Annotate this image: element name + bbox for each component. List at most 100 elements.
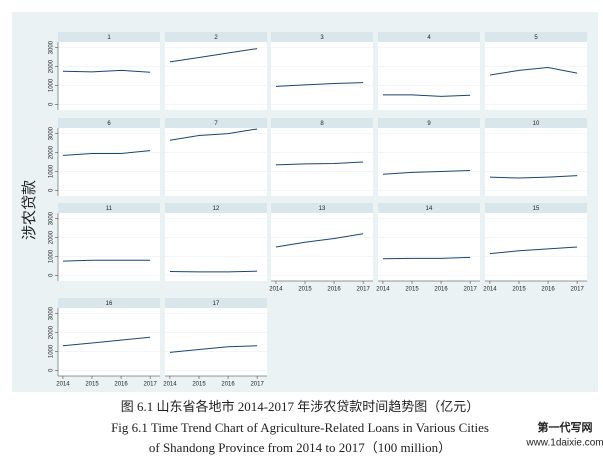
line [275, 161, 364, 166]
panel-strip [485, 118, 587, 128]
line [169, 48, 258, 63]
plot-area [165, 42, 267, 110]
watermark: 第一代写网 [538, 420, 593, 434]
line [169, 345, 258, 353]
x-tick-label: 2017 [250, 382, 264, 388]
line [62, 69, 151, 73]
panel-strip [485, 203, 587, 213]
panel-strip [58, 298, 160, 308]
x-tick-label: 2016 [434, 287, 448, 293]
line [62, 259, 151, 262]
panel-title: 16 [106, 301, 113, 307]
line [62, 150, 151, 156]
plot-area [58, 42, 160, 110]
line [169, 270, 258, 273]
plot-area [165, 213, 267, 281]
x-tick-label: 2017 [356, 287, 370, 293]
panel-title: 9 [427, 121, 431, 127]
y-tick-label: 3000 [49, 306, 55, 320]
plot-area [271, 42, 373, 110]
panel-strip [165, 203, 267, 213]
y-tick-label: 0 [49, 273, 55, 277]
x-tick-label: 2014 [56, 382, 70, 388]
x-tick-label: 2015 [298, 287, 312, 293]
y-tick-label: 3000 [49, 40, 55, 54]
plot-area [58, 308, 160, 376]
y-tick-label: 2000 [49, 230, 55, 244]
panel-title: 2 [214, 35, 218, 41]
line [382, 94, 471, 97]
x-tick-label: 2015 [85, 382, 99, 388]
panel-strip [378, 118, 480, 128]
y-tick-label: 0 [49, 102, 55, 106]
y-tick-label: 2000 [49, 59, 55, 73]
line [382, 256, 471, 260]
plot-area [485, 42, 587, 110]
panel-strip [58, 118, 160, 128]
x-tick-label: 2014 [269, 287, 283, 293]
watermark: www.1daixie.com [525, 438, 603, 449]
caption: Fig 6.1 Time Trend Chart of Agriculture-… [111, 420, 489, 435]
plot-area [165, 128, 267, 196]
x-tick-label: 2015 [192, 382, 206, 388]
line [489, 175, 578, 179]
panel-title: 12 [213, 206, 220, 212]
panel-title: 17 [213, 301, 220, 307]
y-tick-label: 0 [49, 188, 55, 192]
panel-title: 4 [427, 35, 431, 41]
panel-strip [271, 203, 373, 213]
panel-strip [378, 203, 480, 213]
plot-area [165, 308, 267, 376]
x-tick-label: 2014 [376, 287, 390, 293]
panel-title: 13 [319, 206, 326, 212]
x-tick-label: 2017 [463, 287, 477, 293]
panel-title: 1 [107, 35, 111, 41]
y-tick-label: 1000 [49, 78, 55, 92]
caption: 图 6.1 山东省各地市 2014-2017 年涉农贷款时间趋势图（亿元） [121, 399, 480, 414]
panel-strip [165, 32, 267, 42]
line [275, 233, 364, 248]
panel-strip [271, 32, 373, 42]
panel-title: 11 [106, 206, 113, 212]
y-tick-label: 1000 [49, 344, 55, 358]
panel-title: 8 [320, 121, 324, 127]
y-tick-label: 1000 [49, 164, 55, 178]
line [275, 82, 364, 87]
x-tick-label: 2015 [512, 287, 526, 293]
x-tick-label: 2016 [114, 382, 128, 388]
plot-area [58, 128, 160, 196]
y-tick-label: 3000 [49, 126, 55, 140]
y-tick-label: 1000 [49, 249, 55, 263]
y-tick-label: 2000 [49, 145, 55, 159]
x-tick-label: 2015 [405, 287, 419, 293]
line [169, 128, 258, 141]
panel-title: 5 [534, 35, 538, 41]
line [489, 66, 578, 76]
panel-strip [378, 32, 480, 42]
panel-title: 14 [426, 206, 433, 212]
panel-strip [485, 32, 587, 42]
plot-area [378, 42, 480, 110]
x-tick-label: 2014 [483, 287, 497, 293]
y-tick-label: 3000 [49, 211, 55, 225]
y-tick-label: 0 [49, 368, 55, 372]
x-tick-label: 2017 [570, 287, 584, 293]
panel-strip [165, 298, 267, 308]
x-tick-label: 2017 [143, 382, 157, 388]
panel-title: 3 [320, 35, 324, 41]
panel-strip [58, 203, 160, 213]
x-tick-label: 2016 [541, 287, 555, 293]
y-axis-title: 涉农贷款 [21, 180, 38, 240]
panel-title: 15 [533, 206, 540, 212]
plot-area [58, 213, 160, 281]
plot-area [378, 128, 480, 196]
line [62, 336, 151, 347]
panel-strip [271, 118, 373, 128]
x-tick-label: 2014 [163, 382, 177, 388]
panel-title: 7 [214, 121, 218, 127]
panel-title: 6 [107, 121, 111, 127]
x-tick-label: 2016 [221, 382, 235, 388]
caption: of Shandong Province from 2014 to 2017（1… [149, 440, 451, 455]
plot-area [485, 128, 587, 196]
